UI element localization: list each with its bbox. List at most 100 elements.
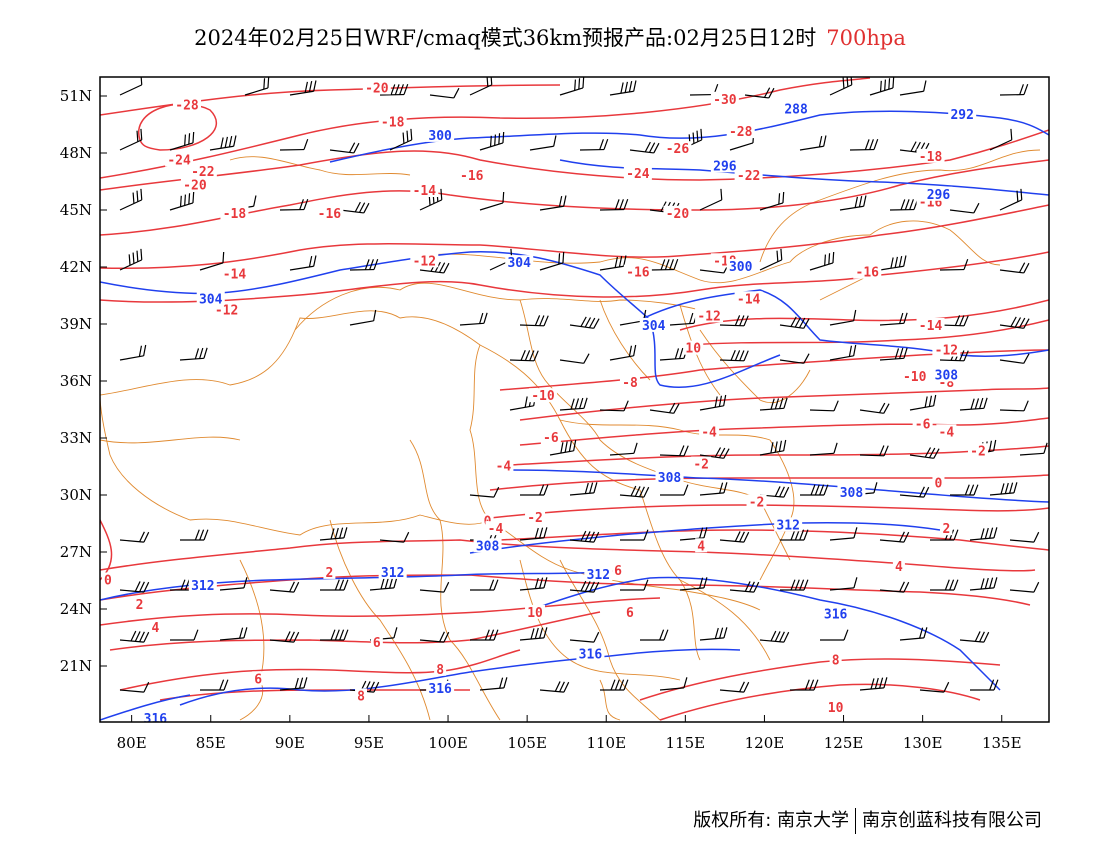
wind-barb bbox=[649, 259, 679, 271]
isotherm-label: -4 bbox=[496, 460, 512, 475]
height-label: 312 bbox=[191, 579, 214, 594]
isotherm-label-bg bbox=[734, 167, 763, 182]
isotherm bbox=[100, 539, 1036, 572]
wind-barb bbox=[289, 80, 317, 96]
isotherm bbox=[519, 417, 1049, 446]
wind-barb bbox=[569, 482, 598, 496]
wind-barb bbox=[1019, 442, 1048, 456]
province-boundary bbox=[100, 436, 241, 444]
wind-barb bbox=[809, 442, 838, 456]
isotherm-label: -10 bbox=[903, 370, 927, 385]
isotherm bbox=[100, 574, 1031, 606]
lat-tick-label: 36N bbox=[60, 372, 92, 390]
wind-barb bbox=[179, 347, 208, 361]
lat-tick-label: 30N bbox=[60, 486, 92, 504]
height-label-bg bbox=[426, 680, 455, 695]
wind-barb bbox=[699, 482, 728, 496]
height-label: 288 bbox=[784, 102, 808, 117]
isotherm bbox=[100, 77, 871, 179]
wind-barb bbox=[609, 344, 637, 361]
wind-barb bbox=[269, 631, 300, 643]
height-label: 316 bbox=[824, 608, 848, 623]
isotherm-label-bg bbox=[315, 205, 344, 220]
lat-tick-label: 42N bbox=[60, 258, 92, 276]
wind-barb bbox=[520, 484, 549, 496]
height-label: 304 bbox=[642, 319, 666, 334]
wind-barb bbox=[829, 77, 853, 96]
wind-barb bbox=[479, 677, 508, 691]
isotherm-label-bg bbox=[220, 266, 249, 281]
wind-barb bbox=[999, 316, 1030, 329]
height-contour bbox=[100, 571, 601, 601]
isotherm-label: 6 bbox=[626, 606, 634, 621]
isotherm-label: -28 bbox=[175, 99, 199, 114]
wind-barb bbox=[759, 397, 788, 411]
isotherm-label-bg bbox=[746, 494, 767, 509]
wind-barb bbox=[289, 255, 317, 271]
isotherm-label-bg bbox=[619, 374, 640, 389]
isotherm-label-bg bbox=[355, 688, 368, 703]
wind-barb bbox=[170, 629, 199, 641]
isotherm-label: -10 bbox=[531, 389, 555, 404]
isotherm-label: 4 bbox=[697, 539, 705, 554]
wind-barb bbox=[759, 439, 787, 456]
height-label-bg bbox=[932, 367, 961, 382]
wind-barb bbox=[620, 529, 649, 541]
wind-barb bbox=[899, 80, 927, 96]
isotherm-label: 10 bbox=[527, 606, 543, 621]
isotherm-label: -22 bbox=[191, 165, 214, 180]
isotherm-label: -16 bbox=[856, 266, 880, 281]
wind-barb bbox=[119, 344, 147, 361]
wind-barb bbox=[629, 141, 660, 154]
height-label-bg bbox=[948, 107, 977, 121]
isotherm bbox=[100, 159, 1049, 236]
isotherm-label-bg bbox=[410, 183, 439, 197]
wind-barb bbox=[800, 484, 829, 496]
isotherm-label-bg bbox=[663, 205, 692, 220]
wind-barb bbox=[539, 251, 565, 271]
province-boundary bbox=[759, 149, 1041, 263]
height-label: 316 bbox=[579, 648, 603, 663]
wind-barb bbox=[820, 629, 849, 641]
lon-tick-label: 110E bbox=[586, 734, 626, 752]
wind-barb bbox=[939, 259, 969, 271]
lon-tick-label: 105E bbox=[507, 734, 547, 752]
wind-barb bbox=[669, 312, 698, 326]
wind-barb bbox=[609, 442, 638, 456]
wind-barb bbox=[244, 77, 270, 96]
wind-barb bbox=[919, 681, 950, 693]
isotherm-label-bg bbox=[410, 253, 439, 268]
province-boundary bbox=[489, 519, 761, 611]
wind-barb bbox=[999, 400, 1029, 412]
isotherm-label-bg bbox=[829, 652, 842, 667]
wind-barb bbox=[379, 531, 410, 543]
wind-barb bbox=[879, 531, 910, 543]
wind-barb bbox=[659, 347, 688, 361]
isotherm-label-bg bbox=[695, 538, 708, 553]
wind-barb bbox=[949, 202, 980, 214]
wind-barb bbox=[269, 581, 300, 593]
wind-barb bbox=[320, 579, 349, 591]
wind-barb bbox=[169, 191, 195, 211]
wind-barb bbox=[619, 485, 650, 498]
isotherm bbox=[489, 504, 1049, 519]
isotherm-label-bg bbox=[691, 456, 712, 471]
wind-barb bbox=[969, 577, 998, 591]
wind-barb bbox=[320, 629, 349, 641]
isotherm-label: 8 bbox=[832, 653, 840, 668]
isotherm-label-bg bbox=[101, 572, 114, 587]
wind-barb bbox=[640, 629, 669, 641]
wind-barb bbox=[569, 316, 600, 329]
isotherm-label-bg bbox=[892, 559, 905, 574]
isotherm-label-bg bbox=[936, 424, 957, 439]
isotherm-label: -4 bbox=[488, 522, 504, 537]
isotherm-label-bg bbox=[180, 177, 209, 192]
wind-barb bbox=[219, 627, 248, 641]
wind-barb bbox=[970, 679, 999, 691]
wind-barb bbox=[699, 447, 730, 459]
isotherm-label: -16 bbox=[318, 207, 342, 222]
height-label-bg bbox=[639, 317, 668, 332]
isotherm-label-bg bbox=[916, 148, 945, 163]
wind-barb bbox=[599, 400, 629, 412]
isotherm-label-bg bbox=[485, 521, 506, 536]
